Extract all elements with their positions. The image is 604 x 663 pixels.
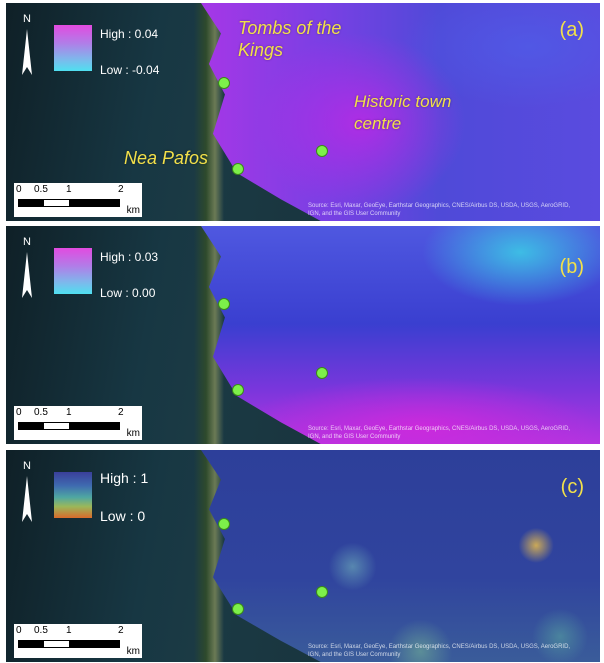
coastline <box>194 226 224 444</box>
map-attribution: Source: Esri, Maxar, GeoEye, Earthstar G… <box>308 644 571 658</box>
map-panel-b: N High : 0.03 Low : 0.00 (b) 0 0.5 1 2 k… <box>6 226 600 444</box>
north-arrow-icon: N <box>16 236 42 306</box>
map-panel-a: N High : 0.04 Low : -0.04 Tombs of the K… <box>6 3 600 221</box>
panel-label: (a) <box>559 19 584 41</box>
site-marker-nea-pafos <box>232 163 244 175</box>
coastline <box>194 450 224 662</box>
legend-high-label: High : 0.03 <box>100 250 159 264</box>
raster-overlay <box>201 3 600 221</box>
panel-label: (b) <box>559 256 584 278</box>
north-arrow-icon: N <box>16 460 42 530</box>
legend-high-label: High : 1 <box>100 470 149 486</box>
site-marker-tombs <box>218 298 230 310</box>
legend-low-label: Low : -0.04 <box>100 63 160 77</box>
panel-label: (c) <box>560 476 584 498</box>
legend-color-ramp <box>54 472 92 518</box>
map-attribution: Source: Esri, Maxar, GeoEye, Earthstar G… <box>308 426 571 440</box>
legend-color-ramp <box>54 248 92 294</box>
label-tombs-of-the-kings: Tombs of the Kings <box>238 18 342 60</box>
raster-overlay <box>201 450 600 662</box>
site-marker-nea-pafos <box>232 603 244 615</box>
legend-color-ramp <box>54 25 92 71</box>
site-marker-town <box>316 145 328 157</box>
label-nea-pafos: Nea Pafos <box>124 148 209 168</box>
scale-bar: 0 0.5 1 2 km <box>14 406 142 440</box>
scale-bar: 0 0.5 1 2 km <box>14 624 142 658</box>
label-historic-town-centre: Historic town centre <box>354 92 452 133</box>
map-attribution: Source: Esri, Maxar, GeoEye, Earthstar G… <box>308 203 571 217</box>
legend-low-label: Low : 0 <box>100 508 146 524</box>
site-marker-town <box>316 367 328 379</box>
raster-overlay <box>201 226 600 444</box>
scale-bar: 0 0.5 1 2 km <box>14 183 142 217</box>
legend-low-label: Low : 0.00 <box>100 286 156 300</box>
site-marker-nea-pafos <box>232 384 244 396</box>
coastline <box>194 3 224 221</box>
legend-high-label: High : 0.04 <box>100 27 159 41</box>
map-panel-c: N High : 1 Low : 0 (c) 0 0.5 1 2 km Sour… <box>6 450 600 662</box>
north-arrow-icon: N <box>16 13 42 83</box>
site-marker-tombs <box>218 518 230 530</box>
site-marker-town <box>316 586 328 598</box>
site-marker-tombs <box>218 77 230 89</box>
